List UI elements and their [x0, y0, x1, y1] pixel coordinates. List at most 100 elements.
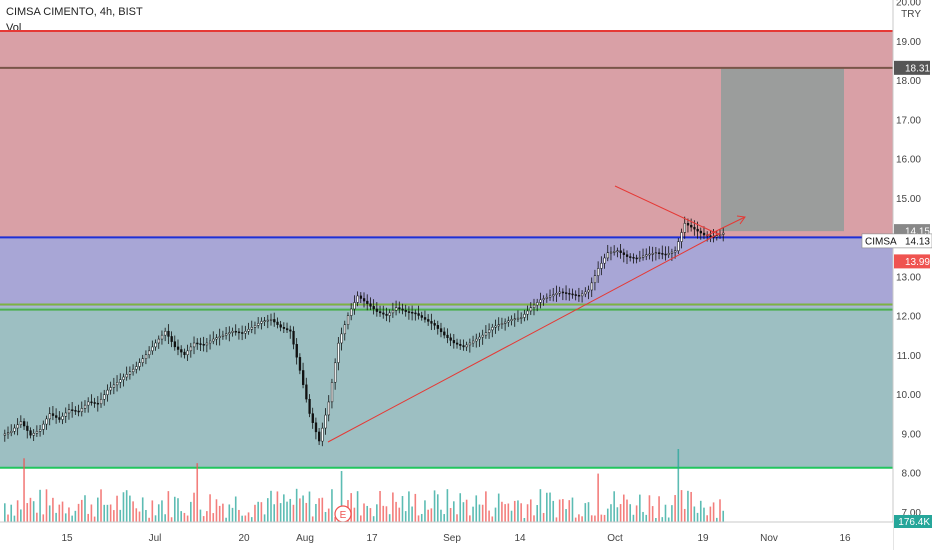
- candle-body: [539, 299, 542, 303]
- volume-bar: [651, 506, 654, 522]
- candle-body: [507, 320, 510, 323]
- volume-bar: [372, 516, 375, 522]
- candle-body: [407, 311, 411, 313]
- candle-body: [164, 330, 167, 336]
- candle-body: [555, 293, 558, 295]
- volume-bar: [324, 511, 327, 522]
- candle-body: [6, 432, 10, 435]
- candle-body: [93, 402, 96, 404]
- volume-bar: [260, 502, 263, 522]
- candle-body: [523, 313, 526, 318]
- volume-bar: [327, 508, 330, 522]
- volume-bar: [206, 511, 208, 522]
- price-axis: [893, 0, 932, 550]
- volume-bar: [190, 501, 192, 522]
- candle-body: [346, 315, 350, 325]
- volume-bar: [279, 503, 282, 522]
- x-tick-label: Jul: [149, 533, 162, 544]
- volume-bar: [257, 501, 259, 522]
- volume-bar: [353, 507, 356, 522]
- volume-bar: [209, 494, 211, 522]
- candle-body: [645, 254, 648, 257]
- volume-bar: [616, 507, 619, 522]
- candle-body: [674, 250, 677, 253]
- candle-body: [622, 252, 626, 255]
- volume-bar: [250, 517, 253, 522]
- candle-body: [683, 223, 686, 233]
- candle-body: [314, 422, 318, 433]
- candle-body: [35, 431, 39, 434]
- candle-body: [247, 329, 250, 332]
- candle-body: [439, 328, 443, 333]
- volume-bar: [234, 496, 237, 522]
- volume-bar: [154, 515, 157, 522]
- candle-body: [77, 410, 80, 413]
- volume-bar: [199, 509, 202, 522]
- volume-bar: [610, 504, 612, 522]
- volume-bar: [299, 498, 301, 522]
- volume-bar: [302, 495, 304, 522]
- candle-body: [55, 415, 58, 418]
- candle-body: [372, 306, 375, 310]
- volume-bar: [584, 503, 587, 522]
- candle-body: [510, 319, 513, 321]
- candle-body: [603, 257, 606, 264]
- volume-bar: [29, 497, 32, 522]
- candle-body: [385, 313, 388, 316]
- volume-bar: [529, 499, 532, 522]
- volume-bar: [645, 514, 648, 522]
- candle-body: [87, 401, 90, 406]
- candle-body: [263, 320, 266, 322]
- volume-bar: [231, 507, 234, 522]
- candle-body: [71, 409, 74, 411]
- x-tick-label: 20: [238, 533, 250, 544]
- candle-body: [266, 319, 270, 322]
- volume-bar: [116, 495, 118, 522]
- volume-bar: [74, 510, 77, 522]
- candle-body: [321, 427, 324, 442]
- volume-bar: [164, 514, 166, 522]
- volume-bar: [677, 449, 680, 522]
- candle-body: [350, 308, 353, 316]
- volume-bar: [16, 500, 19, 522]
- candle-body: [260, 321, 263, 324]
- volume-bar: [459, 493, 462, 522]
- candle-body: [237, 331, 241, 334]
- volume-bar: [286, 501, 288, 522]
- volume-bar: [485, 491, 487, 522]
- volume-bar: [305, 502, 308, 522]
- candle-body: [122, 376, 125, 380]
- candle-body: [494, 325, 497, 328]
- volume-bar: [642, 511, 644, 522]
- volume-bar: [706, 515, 708, 522]
- candle-body: [420, 315, 423, 318]
- volume-bar: [125, 490, 128, 522]
- volume-bar: [100, 489, 102, 522]
- volume-bar: [424, 500, 426, 522]
- volume-bar: [109, 504, 112, 522]
- volume-bar: [135, 508, 138, 522]
- volume-bars: [4, 449, 725, 522]
- volume-bar: [629, 504, 632, 522]
- candle-body: [202, 344, 205, 346]
- volume-bar: [20, 509, 22, 522]
- volume-bar: [594, 515, 596, 522]
- volume-bar: [228, 504, 231, 522]
- candle-body: [446, 334, 449, 338]
- candle-body: [632, 257, 635, 259]
- volume-bar: [308, 491, 311, 522]
- volume-bar: [635, 505, 638, 522]
- volume-bar: [103, 504, 106, 522]
- volume-bar: [517, 500, 519, 522]
- candle-body: [465, 344, 468, 348]
- candle-body: [29, 430, 32, 436]
- volume-bar: [536, 505, 538, 522]
- volume-bar: [247, 512, 250, 522]
- volume-bar: [414, 493, 417, 522]
- volume-bar: [36, 512, 38, 522]
- candle-body: [144, 354, 148, 359]
- y-tick-label: 7.00: [902, 508, 922, 519]
- volume-bar: [193, 492, 195, 522]
- volume-bar: [122, 492, 125, 522]
